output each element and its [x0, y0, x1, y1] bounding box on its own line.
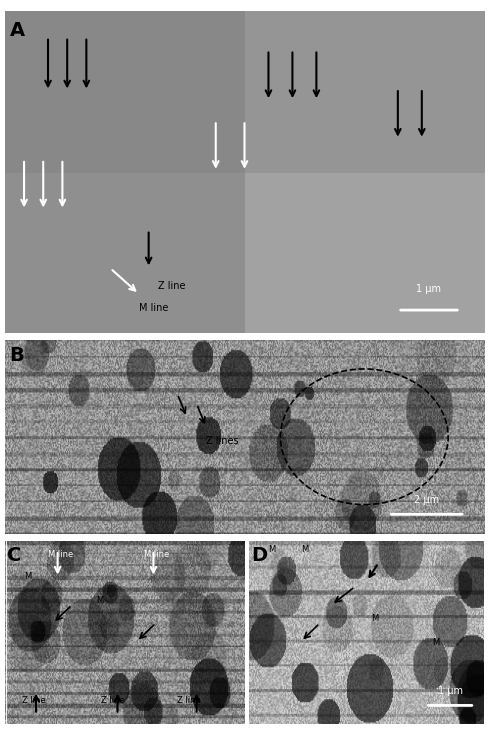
Text: B: B: [10, 346, 24, 365]
Text: Z line: Z line: [177, 697, 201, 705]
Text: M line: M line: [139, 303, 168, 314]
Text: D: D: [251, 547, 267, 565]
Text: 1 μm: 1 μm: [416, 284, 441, 294]
Text: 2 μm: 2 μm: [413, 495, 438, 504]
Text: M line: M line: [143, 550, 169, 559]
Text: Z line: Z line: [101, 697, 124, 705]
Text: M line: M line: [48, 550, 73, 559]
Text: M: M: [24, 572, 31, 581]
Text: C: C: [7, 547, 21, 565]
Text: M: M: [267, 545, 275, 554]
Text: 1 μm: 1 μm: [437, 686, 462, 696]
Text: A: A: [10, 20, 25, 39]
Text: M: M: [301, 545, 307, 554]
Text: Z lines: Z lines: [206, 436, 238, 447]
Text: Z line: Z line: [158, 281, 185, 291]
Text: Z line: Z line: [21, 697, 45, 705]
Text: M: M: [431, 638, 439, 647]
Text: M: M: [371, 614, 378, 623]
Text: M: M: [96, 596, 103, 605]
